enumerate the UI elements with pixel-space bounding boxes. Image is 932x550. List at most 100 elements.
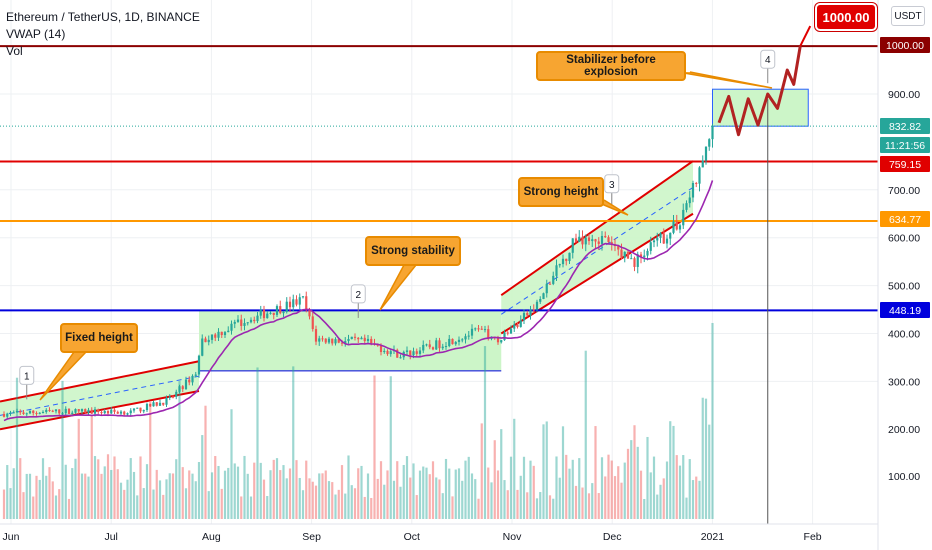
candle-body <box>295 299 298 305</box>
candle-body <box>25 413 28 415</box>
volume-bar <box>116 469 119 519</box>
volume-bar <box>45 475 48 519</box>
volume-bar <box>396 461 399 519</box>
candle-body <box>552 275 555 284</box>
candle-body <box>197 355 201 375</box>
volume-bar <box>392 480 396 519</box>
volume-bar <box>704 398 708 519</box>
y-tick-label: 700.00 <box>888 185 920 197</box>
volume-bar <box>665 461 669 519</box>
volume-bar <box>6 465 9 519</box>
candle-body <box>500 340 503 343</box>
candle-body <box>656 237 659 241</box>
volume-bar <box>581 487 584 519</box>
level-1000-tag <box>880 37 930 53</box>
candle-body <box>581 236 584 245</box>
x-tick-label: Sep <box>302 531 321 543</box>
y-tick-label: 900.00 <box>888 89 920 101</box>
candle-body <box>207 339 210 343</box>
volume-bar <box>685 497 688 519</box>
candle-body <box>184 379 188 390</box>
candle-body <box>539 299 542 302</box>
volume-bar <box>269 470 272 519</box>
volume-tick-label: 200.00 <box>888 424 920 436</box>
candle-body <box>435 340 438 350</box>
candle-body <box>61 413 64 415</box>
volume-bar <box>386 470 389 519</box>
candle-body <box>448 338 451 347</box>
volume-bar <box>607 454 610 519</box>
volume-bar <box>402 464 405 519</box>
volume-bar <box>207 491 210 519</box>
candle-body <box>529 309 532 316</box>
volume-bar <box>184 488 188 519</box>
channel-strong-height-upper <box>500 160 694 296</box>
volume-bar <box>350 485 353 519</box>
volume-bar <box>376 478 379 519</box>
candle-body <box>262 309 266 319</box>
candle-body <box>503 332 506 341</box>
candle-body <box>54 409 58 412</box>
callout-pointer-2 <box>379 264 417 311</box>
volume-bar <box>425 467 428 519</box>
candle-body <box>363 337 366 342</box>
annotation-label: 1 <box>24 371 30 382</box>
candle-body <box>555 265 558 276</box>
volume-bar <box>662 478 665 519</box>
volume-bars <box>2 322 714 519</box>
volume-bar <box>126 479 129 519</box>
volume-bar <box>19 458 22 519</box>
volume-bar <box>246 473 249 519</box>
candle-body <box>191 375 194 383</box>
candle-body <box>233 321 236 324</box>
candle-body <box>399 357 402 359</box>
candle-body <box>659 233 662 238</box>
volume-bar <box>363 496 366 519</box>
volume-bar <box>149 401 152 519</box>
volume-bar <box>360 465 363 519</box>
candle-body <box>516 324 519 327</box>
candle-body <box>405 350 409 352</box>
x-tick-label: Oct <box>404 531 420 543</box>
volume-bar <box>438 479 441 519</box>
candle-body <box>321 338 324 340</box>
channel-fixed-height-upper <box>0 360 200 403</box>
volume-bar <box>327 481 331 519</box>
volume-bar <box>357 468 360 519</box>
volume-bar <box>630 440 633 519</box>
vwap-legend[interactable]: VWAP (14) <box>6 27 66 41</box>
candle-body <box>201 338 204 356</box>
volume-bar <box>561 426 565 519</box>
annotation-marker-2: 2 <box>350 284 366 318</box>
candle-body <box>444 346 448 348</box>
candle-body <box>48 409 51 411</box>
volume-bar <box>168 473 171 519</box>
channel-strong-height-mid <box>500 186 694 315</box>
volume-bar <box>87 476 90 519</box>
currency-button[interactable]: USDT <box>891 6 925 26</box>
y-tick-label: 400.00 <box>888 329 920 341</box>
candle-body <box>597 241 600 244</box>
volume-bar <box>519 475 522 519</box>
volume-bar <box>204 405 207 519</box>
volume-bar <box>503 480 506 519</box>
candle-body <box>249 319 253 323</box>
candle-body <box>220 331 223 336</box>
volume-bar <box>321 473 324 519</box>
candle-body <box>425 344 428 346</box>
volume-bar <box>454 469 457 519</box>
candle-body <box>97 409 100 413</box>
volume-bar <box>711 322 714 519</box>
candle-body <box>136 407 139 409</box>
volume-bar <box>591 483 594 519</box>
candle-body <box>32 410 35 414</box>
volume-legend[interactable]: Vol <box>6 44 23 58</box>
volume-bar <box>106 454 110 519</box>
volume-bar <box>480 423 483 519</box>
candle-body <box>617 246 620 250</box>
volume-bar <box>236 466 240 519</box>
candle-body <box>282 311 285 314</box>
candle-body <box>103 410 106 414</box>
